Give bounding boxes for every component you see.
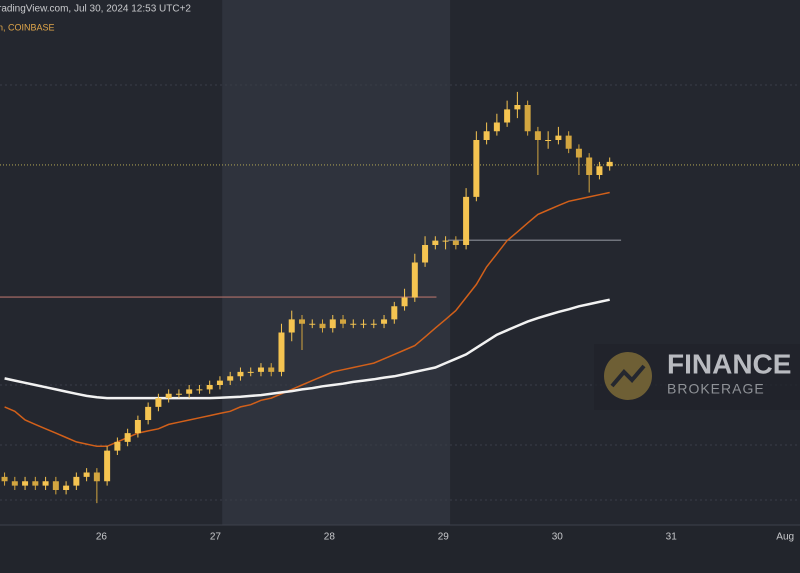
candle-body	[93, 472, 100, 482]
candle-body	[288, 319, 295, 333]
moving-average	[4, 191, 610, 448]
x-axis-area	[0, 525, 800, 573]
x-tick-label: 29	[438, 532, 450, 543]
candle-body	[319, 323, 326, 329]
candle-body	[206, 385, 213, 390]
candle-body	[165, 393, 172, 399]
candle-body	[596, 166, 603, 175]
candle-body	[381, 319, 388, 324]
moving-average	[4, 298, 610, 400]
candle-body	[422, 245, 429, 263]
candle-body	[401, 297, 408, 307]
candle-body	[411, 262, 418, 298]
candle-body	[350, 323, 357, 325]
candle-body	[555, 135, 562, 140]
x-tick-label: 30	[552, 532, 564, 543]
candle-body	[586, 157, 593, 175]
candle-body	[134, 420, 141, 434]
candle-body	[370, 323, 377, 325]
candle-body	[104, 450, 111, 482]
candle-body	[42, 481, 49, 486]
candle-body	[514, 105, 521, 110]
candle-body	[442, 240, 449, 242]
candle-body	[186, 389, 193, 394]
candle-body	[360, 323, 367, 325]
candle-body	[483, 131, 490, 140]
candle-body	[298, 319, 305, 324]
candle-body	[309, 323, 316, 325]
candle-body	[391, 306, 398, 320]
candle-body	[268, 367, 275, 372]
candle-body	[565, 135, 572, 149]
candle-body	[493, 122, 500, 132]
candle-body	[83, 472, 90, 477]
candle-body	[155, 398, 162, 407]
candle-body	[340, 319, 347, 324]
candle-body	[237, 371, 244, 377]
candle-body	[432, 240, 439, 245]
x-tick-label: Aug	[776, 532, 794, 543]
watermark-logo-arrow	[610, 364, 646, 388]
candle-body	[227, 376, 234, 381]
candle-body	[175, 393, 182, 395]
candle-body	[73, 476, 80, 486]
header: radingView.com, Jul 30, 2024 12:53 UTC+2	[0, 4, 191, 15]
candle-body	[473, 140, 480, 197]
watermark: FINANCE BROKERAGE	[594, 344, 800, 410]
candle-body	[463, 196, 470, 245]
candle-body	[52, 481, 59, 490]
candle-body	[114, 441, 121, 451]
candle-body	[196, 389, 203, 391]
candle-body	[63, 485, 70, 490]
candle-body	[278, 332, 285, 372]
x-tick-label: 31	[666, 532, 678, 543]
candle-body	[524, 105, 531, 132]
candle-body	[534, 131, 541, 140]
candle-body	[504, 109, 511, 123]
candle-body	[329, 319, 336, 329]
watermark-title: FINANCE	[667, 348, 791, 379]
candle-body	[257, 367, 264, 372]
candle-body	[545, 140, 552, 141]
candle-body	[1, 476, 8, 482]
x-tick-label: 26	[96, 532, 108, 543]
candle-body	[452, 240, 459, 245]
candle-body	[606, 161, 613, 167]
candle-body	[247, 371, 254, 373]
watermark-subtitle: BROKERAGE	[667, 381, 765, 397]
candle-body	[124, 433, 131, 442]
candle-body	[11, 481, 18, 486]
candle-body	[32, 481, 39, 486]
symbol: h, COINBASE	[0, 22, 55, 32]
candle-body	[145, 406, 152, 420]
x-tick-label: 28	[324, 532, 336, 543]
candle-body	[216, 380, 223, 385]
x-tick-label: 27	[210, 532, 222, 543]
candle-body	[575, 148, 582, 158]
candle-body	[22, 481, 29, 486]
